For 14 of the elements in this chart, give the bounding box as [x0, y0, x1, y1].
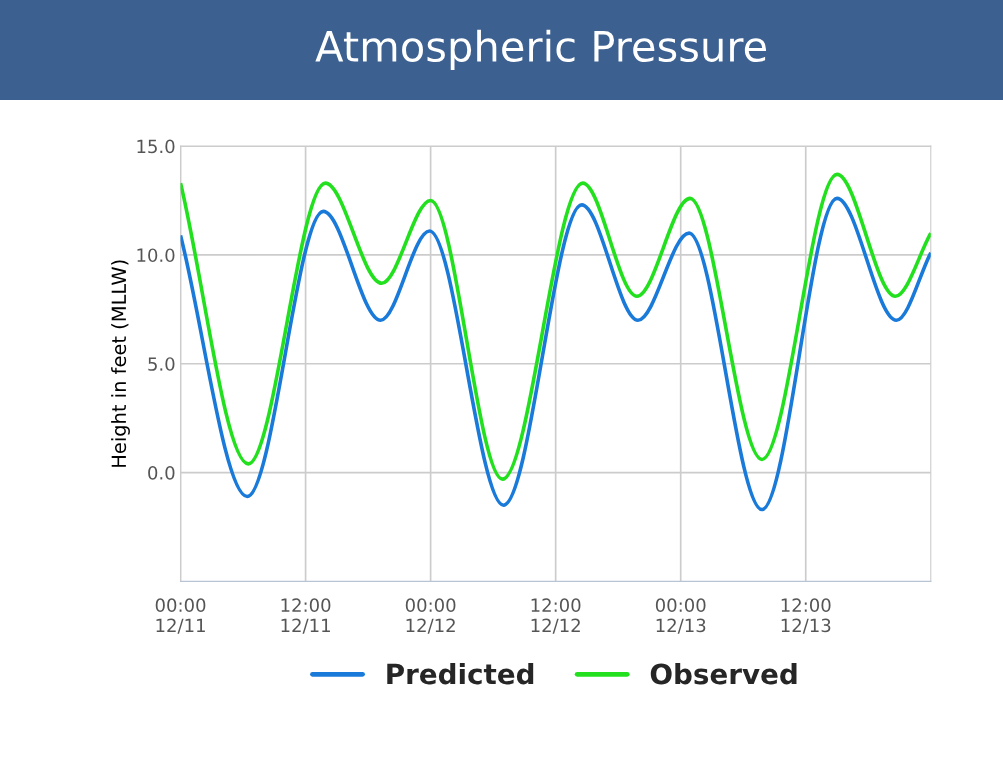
x-tick-label: 12:00 12/11	[281, 598, 331, 634]
y-tick-label: 5.0	[148, 357, 175, 371]
y-tick-label: 15.0	[137, 139, 175, 154]
x-tick-label: 00:00 12/13	[655, 598, 706, 634]
x-tick-label: 00:00 12/12	[405, 598, 456, 634]
x-tick-label: 12:00 12/12	[531, 598, 581, 634]
y-axis-title: Height in feet (MLLW)	[111, 260, 130, 467]
y-tick-label: 10.0	[137, 248, 175, 263]
legend-label: Predicted	[387, 662, 534, 685]
x-tick-label: 12:00 12/13	[781, 598, 831, 634]
chart-title: Atmospheric Pressure	[315, 29, 766, 71]
legend-label: Observed	[650, 662, 797, 685]
x-tick-label: 00:00 12/11	[155, 598, 206, 634]
y-tick-label: 0.0	[148, 466, 175, 480]
